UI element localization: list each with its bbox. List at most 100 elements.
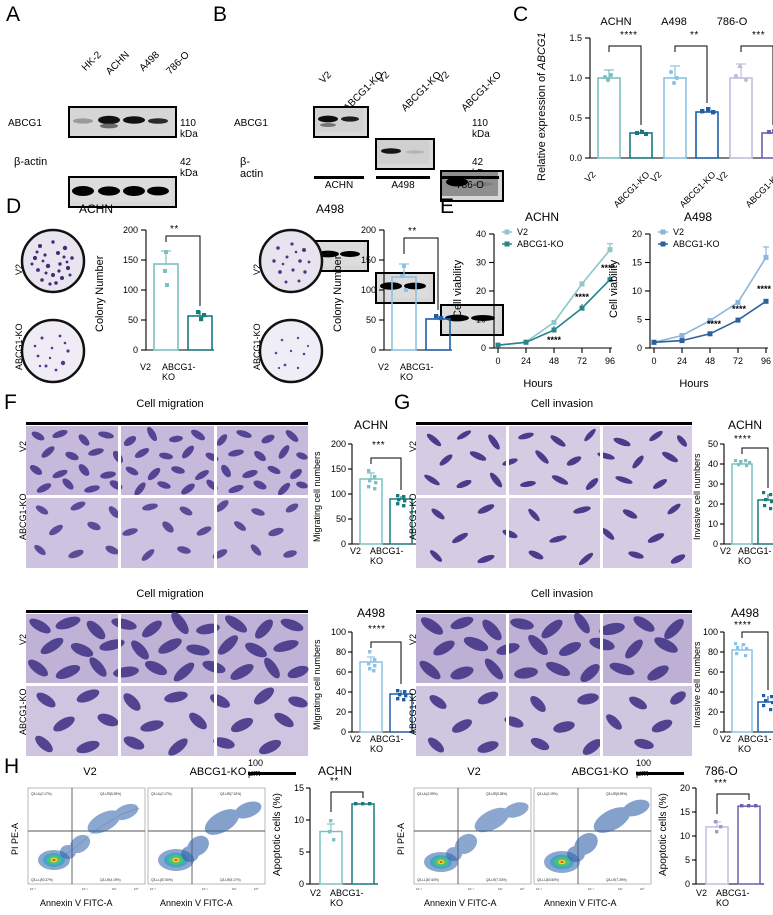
panel-a-lane-label-2: A498	[137, 49, 162, 74]
panel-f-achn-ylabel: Migrating cell numbers	[312, 451, 322, 543]
svg-text:30: 30	[476, 258, 486, 268]
panel-g-achn-xlabel-1: ABCG1-KO	[738, 546, 772, 566]
panel-d-a498-xlabel-1: ABCG1-KO	[400, 362, 434, 382]
panel-f-block1-images	[26, 611, 309, 756]
panel-e-achn-plot: 0 10 20 30 40 0 24 48 72 96 V2	[476, 227, 616, 366]
svg-text:0: 0	[341, 727, 346, 737]
svg-text:10⁻¹: 10⁻¹	[416, 887, 422, 891]
svg-text:40: 40	[708, 687, 718, 697]
panel-d-title-a498: A498	[315, 202, 345, 216]
panel-c-plot: 0.0 0.5 1.0 1.5	[569, 33, 773, 163]
svg-text:30: 30	[708, 479, 718, 489]
panel-c-xlabel-1: ABCG1-KO	[611, 169, 652, 210]
panel-c-group-title-0: ACHN	[600, 16, 632, 28]
panel-f-achn-sig: ***	[372, 440, 386, 451]
panel-b-group-label-1: A498	[391, 180, 415, 191]
panel-h-786o-xlabel-1: ABCG1-KO	[716, 888, 750, 908]
svg-text:10⁻¹: 10⁻¹	[536, 887, 542, 891]
panel-d-a498-plot: 0 50 100 150 200	[361, 225, 452, 355]
q-ur-2: Q3-UR(5.38%)	[486, 792, 507, 796]
svg-text:0: 0	[651, 356, 656, 366]
panel-e-achn-title: ACHN	[524, 210, 559, 224]
panel-a-row-mw-1: 42 kDa	[180, 157, 198, 179]
panel-g-achn-xlabel-0: V2	[720, 546, 732, 556]
svg-text:0: 0	[713, 727, 718, 737]
panel-a-lane-labels: HK-2 ACHN A498 786-O	[60, 18, 192, 78]
panel-d-achn-plot: 0 50 100 150 200	[123, 225, 214, 355]
svg-text:96: 96	[605, 356, 615, 366]
svg-text:0: 0	[133, 345, 138, 355]
svg-text:1.5: 1.5	[569, 33, 582, 43]
svg-text:100: 100	[331, 627, 346, 637]
panel-h-achn-title: ACHN	[317, 764, 352, 778]
svg-text:0: 0	[341, 539, 346, 549]
svg-text:200: 200	[331, 439, 346, 449]
panel-h-achn-ylabel: Apoptotic cells (%)	[272, 793, 283, 877]
svg-text:150: 150	[331, 464, 346, 474]
q-ll-0: Q3-LL(90.37%)	[31, 878, 53, 882]
panel-e-a498-plot: 0 5 10 15 20 0 24 48 72 96 V2 ABCG1-KO *…	[632, 227, 772, 366]
svg-text:10⁵: 10⁵	[520, 887, 525, 891]
panel-h-flow-plot-2: Q3-UL(0.99%) Q3-UR(5.38%) Q3-LL(87.60%) Q3…	[413, 787, 532, 891]
panel-c-group-title-2: 786-O	[716, 16, 748, 28]
svg-text:0: 0	[371, 345, 376, 355]
svg-text:10⁻¹: 10⁻¹	[202, 887, 208, 891]
svg-text:10: 10	[632, 286, 642, 296]
svg-text:96: 96	[761, 356, 771, 366]
panel-b-group-label-2: 786-O	[456, 180, 484, 191]
svg-text:100: 100	[361, 285, 376, 295]
panel-g-a498-plot: 0 20 40 60 80 100	[703, 627, 773, 737]
panel-h-786o-sig: ***	[714, 778, 728, 789]
panel-c-sig-0: ****	[620, 30, 638, 41]
svg-text:****: ****	[707, 319, 722, 329]
svg-text:0.5: 0.5	[569, 113, 582, 123]
q-lr-3: Q3-LR(7.39%)	[606, 878, 627, 882]
panel-a-lane-label-3: 786-O	[164, 49, 192, 78]
svg-text:15: 15	[632, 258, 642, 268]
svg-text:0: 0	[637, 343, 642, 353]
panel-e-achn-ylabel: Cell viability	[452, 259, 464, 318]
svg-text:V2: V2	[673, 227, 684, 237]
panel-h-achn-sig: **	[330, 776, 339, 787]
panel-b-row-mw-0: 110 kDa	[472, 118, 490, 140]
panel-g-block0-rule	[416, 422, 692, 425]
svg-text:50: 50	[336, 514, 346, 524]
panel-f-block0-rule	[26, 422, 308, 425]
svg-text:80: 80	[336, 647, 346, 657]
panel-b-group-rule-1	[376, 176, 430, 179]
svg-text:20: 20	[708, 707, 718, 717]
panel-b-letter: B	[213, 3, 228, 26]
panel-h-letter: H	[4, 755, 20, 778]
panel-a-letter: A	[6, 3, 21, 26]
panel-e-achn-xlabel: Hours	[523, 378, 553, 390]
panel-a-row-mw-0: 110 kDa	[180, 118, 198, 140]
panel-d-plate-achn-v2	[20, 228, 86, 294]
panel-b-group-label-0: ACHN	[324, 180, 354, 191]
panel-d-achn-xlabel-1: ABCG1-KO	[162, 362, 196, 382]
svg-text:10³: 10³	[498, 887, 502, 891]
panel-c-sig-2: ***	[752, 30, 766, 41]
panel-d-a498-ylabel: Colony Number	[332, 255, 344, 333]
panel-g-scalebar-line	[636, 772, 684, 775]
panel-b-lane-label-0: V2	[317, 69, 334, 87]
q-ur-1: Q3-UR(7.32%)	[220, 792, 241, 796]
panel-f-achn-xlabel-0: V2	[350, 546, 362, 556]
svg-text:****: ****	[575, 292, 590, 302]
q-ll-2: Q3-LL(87.60%)	[417, 878, 439, 882]
panel-f-letter: F	[4, 391, 17, 414]
panel-d-plate-achn-ko	[20, 318, 86, 384]
svg-text:10: 10	[476, 315, 486, 325]
panel-h-plot2-ylabel: PI PE-A	[396, 823, 406, 856]
panel-f-achn-xlabel-1: ABCG1-KO	[370, 546, 404, 566]
panel-g-achn-title: ACHN	[727, 418, 762, 432]
panel-g-a498-sig: ****	[734, 620, 752, 631]
panel-h-achn-xlabel-1: ABCG1-KO	[330, 888, 364, 908]
panel-g-a498-title: A498	[730, 606, 760, 620]
svg-text:V2: V2	[517, 227, 528, 237]
panel-f-achn-title: ACHN	[353, 418, 388, 432]
panel-d-letter: D	[6, 195, 22, 218]
panel-h-plot0-ylabel: PI PE-A	[10, 823, 20, 856]
panel-c-letter: C	[513, 3, 529, 26]
panel-b-group-rule-2	[441, 176, 499, 179]
svg-text:10³: 10³	[112, 887, 116, 891]
